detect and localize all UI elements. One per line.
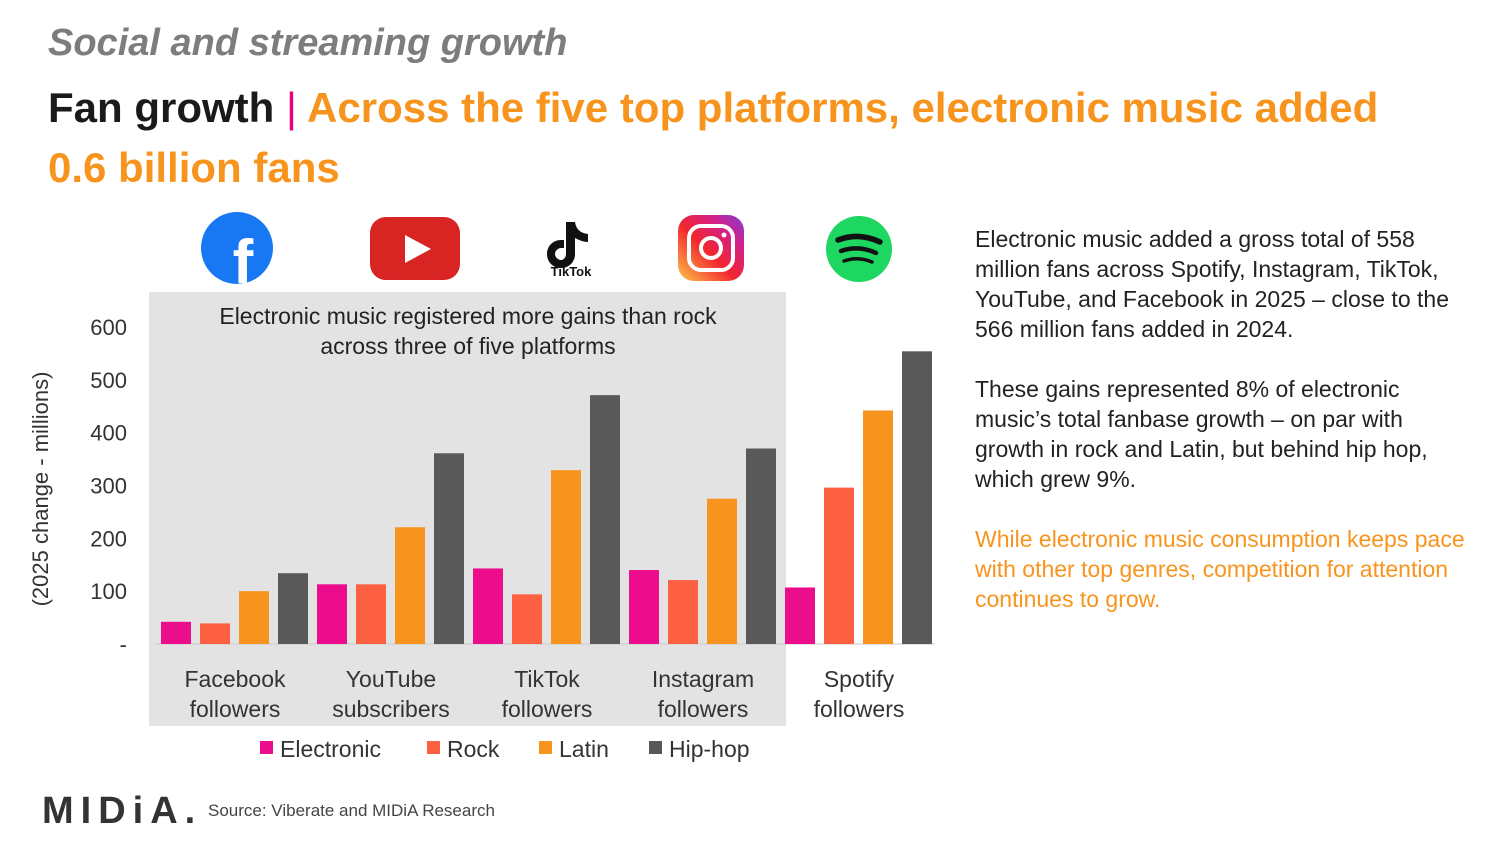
category-label: subscribers <box>332 696 450 722</box>
category-label: followers <box>814 696 905 722</box>
commentary-paragraph-3: While electronic music consumption keeps… <box>975 526 1465 612</box>
fan-growth-chart: Electronic music registered more gains t… <box>28 212 935 762</box>
bar-electronic-4 <box>785 587 815 644</box>
bar-latin-2 <box>551 470 581 644</box>
y-axis-label: (2025 change - millions) <box>28 372 53 607</box>
bar-latin-1 <box>395 527 425 644</box>
title-lead: Fan growth <box>48 84 275 131</box>
bar-electronic-2 <box>473 568 503 644</box>
category-label: TikTok <box>514 666 580 692</box>
category-label: Instagram <box>652 666 754 692</box>
bar-rock-1 <box>356 584 386 644</box>
legend-swatch-hip-hop <box>649 741 662 754</box>
bar-hip-hop-2 <box>590 395 620 644</box>
bar-latin-4 <box>863 410 893 644</box>
facebook-circle <box>201 212 273 284</box>
legend-swatch-rock <box>427 741 440 754</box>
bar-electronic-1 <box>317 584 347 644</box>
spotify-wave-2 <box>838 246 879 256</box>
bar-rock-0 <box>200 623 230 644</box>
commentary-paragraph-2: These gains represented 8% of electronic… <box>975 376 1428 492</box>
legend-swatch-latin <box>539 741 552 754</box>
spotify-icon <box>826 216 892 282</box>
y-tick-label: 100 <box>90 579 127 604</box>
category-label: YouTube <box>346 666 436 692</box>
y-tick-label: - <box>120 632 127 657</box>
source-note: Source: Viberate and MIDiA Research <box>208 801 495 820</box>
bar-rock-2 <box>512 594 542 644</box>
tiktok-icon: TikTok <box>547 222 592 279</box>
category-label: followers <box>658 696 749 722</box>
midia-logo: MIDiA. <box>42 790 203 832</box>
bar-hip-hop-0 <box>278 573 308 644</box>
bar-electronic-3 <box>629 570 659 644</box>
annotation-text: across three of five platforms <box>320 333 615 359</box>
youtube-play <box>405 235 431 263</box>
commentary: Electronic music added a gross total of … <box>975 224 1475 644</box>
y-tick-label: 400 <box>90 421 127 446</box>
facebook-icon: f <box>201 212 273 297</box>
title-rest: Across the five top platforms, electroni… <box>48 84 1379 191</box>
bar-rock-3 <box>668 580 698 644</box>
category-label: followers <box>502 696 593 722</box>
annotation-text: Electronic music registered more gains t… <box>219 303 717 329</box>
bar-hip-hop-4 <box>902 351 932 644</box>
y-tick-label: 600 <box>90 315 127 340</box>
category-label: Facebook <box>184 666 286 692</box>
bar-hip-hop-3 <box>746 448 776 644</box>
annotation-panel <box>149 292 786 726</box>
legend-swatch-electronic <box>260 741 273 754</box>
facebook-glyph: f <box>233 228 254 297</box>
commentary-paragraph-1: Electronic music added a gross total of … <box>975 226 1449 342</box>
legend-label-latin: Latin <box>559 736 609 762</box>
bar-hip-hop-1 <box>434 453 464 644</box>
instagram-square <box>678 215 744 281</box>
instagram-dot <box>721 232 727 238</box>
instagram-frame <box>687 224 735 272</box>
tiktok-note <box>547 222 588 268</box>
legend-label-electronic: Electronic <box>280 736 381 762</box>
instagram-lens <box>699 236 723 260</box>
category-label: Spotify <box>824 666 895 692</box>
legend-label-hip-hop: Hip-hop <box>669 736 750 762</box>
bar-rock-4 <box>824 487 854 644</box>
tiktok-wordmark: TikTok <box>551 264 592 279</box>
spotify-wave-3 <box>842 257 874 264</box>
page-subtitle: Social and streaming growth <box>48 22 568 64</box>
y-tick-label: 300 <box>90 474 127 499</box>
instagram-icon <box>678 215 744 281</box>
legend-label-rock: Rock <box>447 736 500 762</box>
bar-latin-3 <box>707 498 737 644</box>
bar-latin-0 <box>239 591 269 644</box>
youtube-icon <box>370 217 460 280</box>
category-label: followers <box>190 696 281 722</box>
spotify-wave-1 <box>835 233 883 245</box>
bar-electronic-0 <box>161 621 191 644</box>
y-tick-label: 500 <box>90 368 127 393</box>
title-separator: | <box>285 84 297 131</box>
page-title: Fan growth | Across the five top platfor… <box>48 78 1428 198</box>
y-tick-label: 200 <box>90 526 127 551</box>
